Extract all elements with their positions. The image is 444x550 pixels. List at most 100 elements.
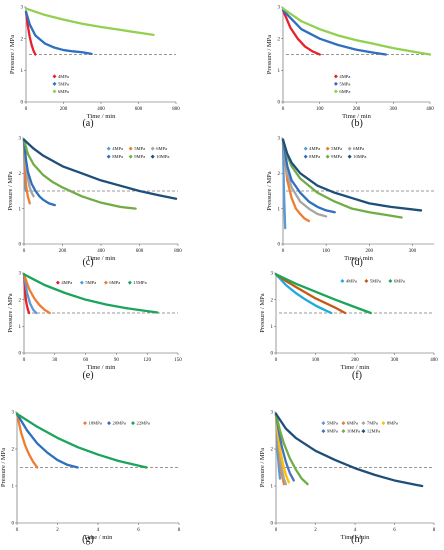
legend-marker-10mpa <box>341 429 346 434</box>
x-tick-label: 0 <box>282 249 285 254</box>
y-tick-label: 2 <box>21 37 24 42</box>
panel-label: (b) <box>351 118 363 129</box>
legend-label: 10MPa <box>347 429 360 434</box>
x-tick-label: 0 <box>275 528 278 533</box>
y-tick-label: 2 <box>278 172 281 177</box>
legend-marker-5mpa <box>52 81 57 86</box>
legend-marker-9mpa <box>128 154 133 159</box>
legend-marker-5mpa <box>364 279 369 283</box>
legend-marker-15mpa <box>127 280 132 285</box>
legend-label: 4MPa <box>58 74 69 79</box>
x-axis-title: Time / min <box>87 364 116 371</box>
series-line-6mpa <box>24 7 155 37</box>
chart-panel-6: 0 1 2 3 0 100 200 300 400 Time / min Pressure / MP… <box>259 272 438 381</box>
panel-label: (e) <box>82 370 93 381</box>
y-tick-label: 0 <box>278 101 281 106</box>
legend-marker-5mpa <box>321 421 326 426</box>
series-line-6mpa <box>22 273 51 315</box>
y-tick-label: 1 <box>19 325 22 330</box>
legend-label: 9MPa <box>331 154 342 159</box>
chart-panel-2: 0 1 2 3 0 100 200 300 400 Time / min Pressure / MP… <box>266 6 434 129</box>
y-tick-label: 2 <box>271 298 274 303</box>
x-tick-label: 100 <box>322 249 330 254</box>
legend-label: 5MPa <box>339 81 350 86</box>
series-line-10mpa <box>22 138 178 200</box>
series-line-5mpa <box>281 138 311 223</box>
y-tick-label: 3 <box>271 272 274 277</box>
y-axis-title: Pressure / MPa <box>0 448 7 487</box>
y-axis-title: Pressure / MPa <box>259 293 266 332</box>
x-tick-label: 8 <box>433 528 436 533</box>
legend-marker-5mpa <box>325 146 330 151</box>
x-tick-label: 800 <box>174 249 182 254</box>
legend-marker-22mpa <box>131 421 136 426</box>
y-tick-label: 3 <box>278 137 281 142</box>
x-tick-label: 0 <box>23 358 26 363</box>
series-line-4mpa <box>281 138 287 230</box>
legend-marker-20mpa <box>107 421 112 426</box>
legend-label: 4MPa <box>346 279 357 284</box>
y-tick-label: 2 <box>278 37 281 42</box>
series-line-4mpa <box>281 9 321 56</box>
legend-marker-5mpa <box>333 81 338 86</box>
x-tick-label: 200 <box>366 249 374 254</box>
legend-label: 4MPa <box>309 146 320 151</box>
x-tick-label: 60 <box>83 358 89 363</box>
x-tick-label: 100 <box>312 358 320 363</box>
legend-label: 8MPa <box>112 154 123 159</box>
x-axis-title: Time / min <box>87 113 116 120</box>
series-line-12mpa <box>274 412 424 488</box>
legend: 5MPa 6MPa 7MPa 8MPa 9MPa 10MPa 12MPa <box>321 421 398 434</box>
series-line-6mpa <box>281 138 328 218</box>
y-tick-label: 0 <box>271 352 274 357</box>
legend-label: 22MPa <box>137 421 150 426</box>
legend: 4MPa 5MPa 6MPa 15MPa <box>55 280 147 285</box>
legend-marker-6mpa <box>347 146 352 151</box>
x-axis-title: Time / min <box>84 534 113 541</box>
legend-label: 7MPa <box>367 421 378 426</box>
y-tick-label: 3 <box>271 411 274 416</box>
panel-label: (h) <box>351 534 363 545</box>
x-tick-label: 400 <box>430 358 438 363</box>
x-tick-label: 6 <box>393 528 396 533</box>
legend: 4MPa 5MPa 6MPa 8MPa 9MPa 10MPa <box>303 146 366 159</box>
legend-label: 15MPa <box>133 280 146 285</box>
legend-label: 5MPa <box>331 146 342 151</box>
legend-label: 8MPa <box>309 154 320 159</box>
x-tick-label: 800 <box>172 107 180 112</box>
legend-label: 4MPa <box>339 74 350 79</box>
panel-label: (f) <box>352 370 362 381</box>
y-tick-label: 1 <box>278 207 281 212</box>
x-axis-title: Time / min <box>87 255 116 262</box>
x-axis-title: Time / min <box>341 534 370 541</box>
x-tick-label: 90 <box>114 358 120 363</box>
series-line-9mpa <box>281 138 403 219</box>
legend-marker-8mpa <box>303 154 308 159</box>
y-tick-label: 1 <box>271 485 274 490</box>
legend-label: 6MPa <box>394 279 405 284</box>
legend-label: 5MPa <box>85 280 96 285</box>
y-axis-title: Pressure / MPa <box>7 171 14 210</box>
x-tick-label: 100 <box>316 107 324 112</box>
series-line-5mpa <box>22 273 38 315</box>
legend-label: 6MPa <box>109 280 120 285</box>
legend-marker-6mpa <box>333 89 338 94</box>
panel-label: (c) <box>82 257 93 268</box>
y-tick-label: 3 <box>19 272 22 277</box>
series-line-8mpa <box>22 138 56 207</box>
y-tick-label: 0 <box>12 522 15 527</box>
y-axis-title: Pressure / MPa <box>9 35 16 74</box>
legend-marker-9mpa <box>325 154 330 159</box>
x-axis-title: Time / min <box>344 255 373 262</box>
y-tick-label: 3 <box>19 137 22 142</box>
x-tick-label: 300 <box>391 358 399 363</box>
legend-label: 4MPa <box>112 146 123 151</box>
legend-label: 4MPa <box>61 280 72 285</box>
legend-label: 5MPa <box>370 279 381 284</box>
legend: 4MPa 5MPa 6MPa 8MPa 9MPa 10MPa <box>106 146 169 159</box>
legend-label: 20MPa <box>113 421 126 426</box>
legend-label: 9MPa <box>327 429 338 434</box>
y-tick-label: 1 <box>271 325 274 330</box>
x-tick-label: 120 <box>143 358 151 363</box>
